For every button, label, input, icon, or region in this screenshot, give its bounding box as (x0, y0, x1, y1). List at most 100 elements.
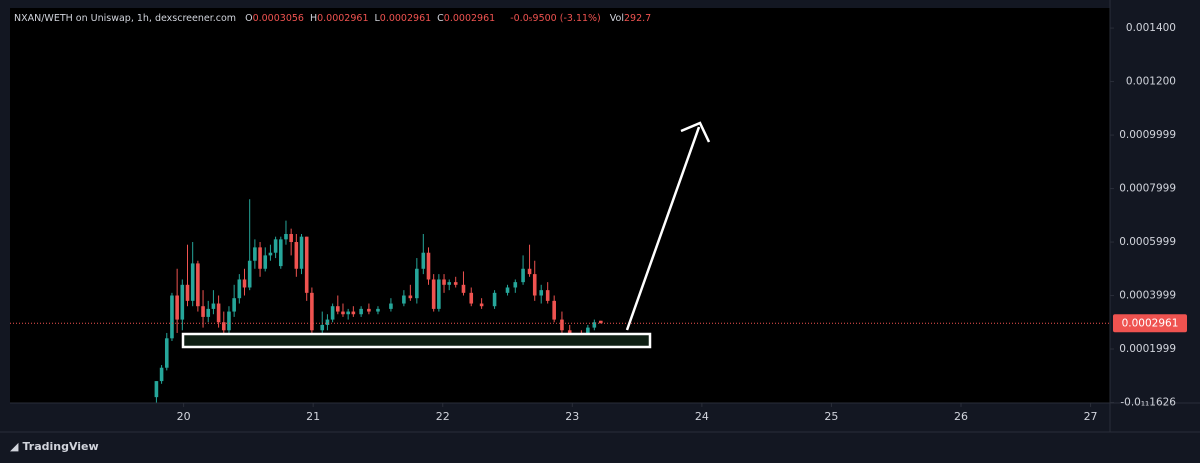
candle-body (278, 239, 283, 267)
candle-body (539, 290, 544, 296)
candle-body (175, 295, 179, 320)
candle-body (367, 308, 371, 312)
candle-body (335, 306, 340, 312)
candle-body (237, 279, 242, 299)
candle-body (268, 252, 273, 256)
candle-body (170, 295, 174, 339)
candle-body (159, 367, 164, 382)
candle-body (408, 295, 413, 299)
ohlc-item: O0.0003056 (245, 13, 304, 24)
candle-body (453, 282, 458, 285)
ohlc-value: 0.0003056 (252, 13, 304, 24)
candle-body (227, 311, 231, 331)
candle-body (599, 320, 603, 324)
ohlc-value: 0.0002961 (317, 13, 369, 24)
candle-body (351, 311, 356, 315)
candle-body (242, 279, 247, 288)
candle-body (154, 381, 159, 398)
candle-body (461, 284, 466, 293)
candle-body (346, 311, 350, 315)
last-price-label: 0.0002961 (1122, 317, 1179, 329)
candle-body (273, 239, 278, 253)
y-tick-label: 0.0001999 (1119, 343, 1176, 355)
ohlc-value: 0.0002961 (379, 13, 432, 24)
candle-body (289, 233, 293, 243)
candle-body (389, 303, 393, 309)
candle-body (190, 263, 195, 301)
candle-body (492, 292, 497, 307)
ohlc-item: H0.0002961 (310, 13, 369, 24)
candle-body (513, 282, 518, 288)
candle-body (437, 279, 441, 309)
brand: ◢ TradingView (10, 440, 99, 453)
candle-body (253, 247, 257, 261)
x-tick-label: 24 (695, 410, 709, 423)
x-tick-label: 26 (954, 410, 968, 423)
candle-body (221, 322, 226, 331)
candle-body (545, 290, 550, 301)
candle-body (310, 292, 314, 331)
candle-body (527, 268, 532, 275)
y-tick-label: 0.0003999 (1119, 290, 1176, 302)
candle-body (299, 236, 304, 269)
candle-body (560, 319, 564, 331)
legend-header: NXAN/WETH on Uniswap, 1h, dexscreener.co… (14, 13, 651, 24)
ohlc-key: H (309, 13, 318, 24)
arrow-shaft (625, 126, 701, 331)
ohlc: O0.0003056 H0.0002961 L0.0002961 C0.0002961 (245, 13, 501, 24)
candle-body (442, 279, 446, 285)
brand-name: TradingView (22, 440, 99, 453)
candle-body (402, 295, 406, 304)
candle-body (592, 322, 597, 328)
ohlc-value: 0.0002961 (443, 13, 496, 24)
x-tick-label: 21 (306, 410, 320, 423)
candle-body (206, 308, 211, 317)
candle-body (415, 268, 419, 299)
x-tick-label: 25 (824, 410, 838, 423)
candle-body (196, 263, 200, 307)
candle-body (447, 282, 452, 285)
candle-body (247, 260, 252, 288)
volume: 292.7 (624, 13, 652, 24)
candle-body (521, 268, 525, 283)
ohlc-key: L (374, 13, 380, 24)
candle-body (505, 287, 510, 293)
y-tick-label: 0.001400 (1126, 22, 1176, 34)
candle-body (284, 233, 288, 240)
marks (10, 199, 1110, 403)
candle-body (552, 300, 556, 320)
candle-body (258, 247, 262, 269)
candle-body (341, 311, 345, 315)
y-tick-label: 0.0005999 (1119, 236, 1176, 248)
candle-body (201, 306, 205, 317)
candle-body (294, 242, 299, 269)
candle-body (330, 306, 335, 320)
candle-body (426, 252, 431, 280)
candle-body (216, 303, 221, 323)
change: -0.0₅9500 (-3.11%) (510, 13, 601, 24)
support-zone (181, 332, 652, 349)
candle-body (180, 284, 185, 320)
candle-body (304, 236, 309, 293)
y-tick-label: -0.0₁₁1626 (1120, 396, 1176, 408)
symbol-title: NXAN/WETH on Uniswap, 1h, dexscreener.co… (14, 13, 237, 24)
x-tick-label: 27 (1084, 410, 1098, 423)
x-tick-label: 22 (436, 410, 450, 423)
candle-body (325, 319, 330, 325)
candle-body (232, 298, 236, 312)
y-tick-label: 0.0007999 (1119, 183, 1176, 195)
candle-body (359, 308, 363, 315)
candle-body (431, 279, 436, 309)
candle-body (532, 274, 537, 296)
ohlc-key: C (437, 13, 444, 24)
ohlc-key: O (245, 13, 253, 24)
ohlc-item: L0.0002961 (374, 13, 431, 24)
candle-body (421, 252, 426, 269)
candle-body (263, 255, 268, 269)
x-tick-label: 20 (177, 410, 191, 423)
candle-body (376, 308, 380, 312)
candle-body (211, 303, 216, 309)
x-tick-label: 23 (565, 410, 579, 423)
